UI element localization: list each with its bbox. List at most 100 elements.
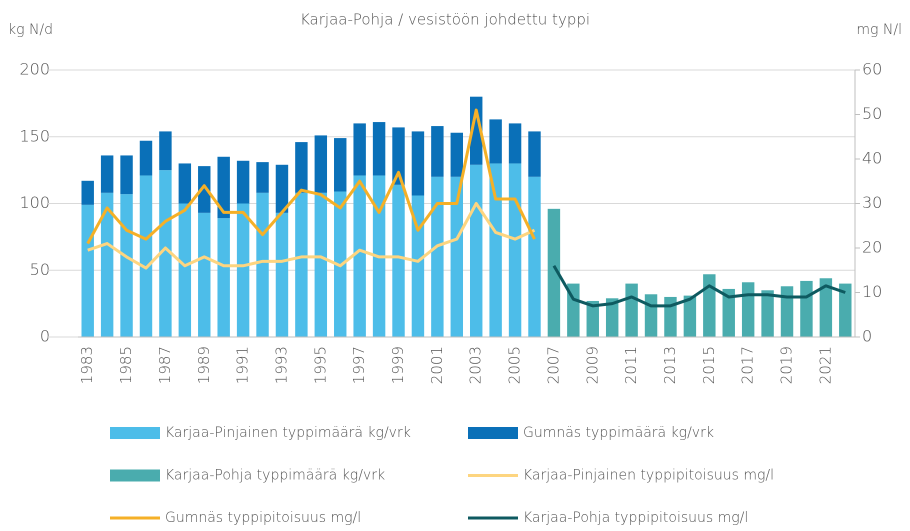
y2-tick-label: 50 <box>862 104 882 123</box>
x-tick-label: 1993 <box>272 346 290 384</box>
bar <box>100 155 114 193</box>
bar <box>120 155 133 195</box>
x-tick-label: 2017 <box>739 346 757 384</box>
bar <box>178 163 192 204</box>
bar <box>392 184 405 337</box>
bar <box>217 156 230 219</box>
x-tick-label: 1989 <box>195 346 213 384</box>
chart-title: Karjaa-Pohja / vesistöön johdettu typpi <box>300 11 590 29</box>
line <box>87 202 536 270</box>
bar <box>198 166 211 213</box>
bar <box>100 192 114 337</box>
x-tick-label: 2019 <box>778 346 796 384</box>
y-tick-label: 50 <box>30 260 50 279</box>
bar <box>644 294 658 337</box>
x-tick-label: 2009 <box>583 346 601 384</box>
bar <box>819 278 833 337</box>
bar <box>139 140 153 176</box>
bar <box>761 290 774 337</box>
bar <box>839 283 852 337</box>
bar <box>139 175 153 337</box>
x-tick-label: 2013 <box>661 346 679 384</box>
line <box>86 108 536 245</box>
line <box>552 265 846 308</box>
bar <box>489 119 502 164</box>
bar <box>741 282 755 337</box>
y2-tick-label: 0 <box>862 327 872 346</box>
x-tick-label: 2007 <box>544 346 562 384</box>
legend-label: Karjaa-Pohja typpimäärä kg/vrk <box>165 468 385 484</box>
bar <box>567 283 580 337</box>
bar <box>353 175 366 337</box>
legend-swatch <box>110 427 160 439</box>
y2-axis-title: mg N/l <box>856 22 902 38</box>
x-tick-label: 2011 <box>622 346 640 384</box>
y2-tick-label: 40 <box>862 149 882 168</box>
y2-tick-label: 60 <box>862 60 882 79</box>
bar <box>81 204 94 337</box>
x-tick-label: 2001 <box>428 346 446 384</box>
legend-label: Karjaa-Pinjainen typpipitoisuus mg/l <box>523 468 774 484</box>
bar <box>683 295 697 337</box>
x-tick-label: 1987 <box>156 346 174 384</box>
x-tick-label: 1985 <box>117 346 135 384</box>
bar <box>489 163 502 337</box>
bar <box>275 164 289 213</box>
y-tick-label: 200 <box>19 60 50 79</box>
bar <box>528 176 541 337</box>
bar <box>334 138 347 192</box>
bar <box>236 160 250 204</box>
y-tick-label: 0 <box>40 327 50 346</box>
x-tick-label: 1991 <box>234 346 252 384</box>
bar <box>431 126 444 177</box>
bar <box>431 176 444 337</box>
bar <box>547 208 561 337</box>
legend-label: Gumnäs typpipitoisuus mg/l <box>165 510 361 526</box>
bar <box>217 218 230 337</box>
x-tick-label: 1999 <box>389 346 407 384</box>
bar <box>198 212 211 337</box>
y-tick-label: 150 <box>19 126 50 145</box>
legend-swatch <box>110 469 160 482</box>
x-tick-label: 2005 <box>506 346 524 384</box>
bar <box>159 170 172 337</box>
bar <box>372 122 386 176</box>
bar <box>703 274 716 337</box>
x-tick-label: 2015 <box>700 346 718 384</box>
y2-tick-label: 30 <box>862 193 882 212</box>
bar <box>314 135 328 193</box>
x-tick-label: 1983 <box>78 346 96 384</box>
bar <box>295 142 308 193</box>
y-tick-label: 100 <box>19 193 50 212</box>
bar <box>722 288 735 337</box>
y2-tick-label: 20 <box>862 238 882 257</box>
bar <box>392 127 405 185</box>
bar <box>236 203 250 337</box>
bar <box>411 131 425 196</box>
bar <box>450 132 464 177</box>
x-tick-label: 2003 <box>467 346 485 384</box>
bar <box>469 96 483 165</box>
legend-swatch <box>468 427 518 439</box>
legend-label: Karjaa-Pohja typpipitoisuus mg/l <box>523 510 748 526</box>
bar <box>120 194 133 337</box>
bar <box>450 176 464 337</box>
bar <box>159 131 172 171</box>
x-tick-label: 1995 <box>311 346 329 384</box>
bar <box>625 283 638 337</box>
bar <box>256 162 269 193</box>
bar <box>411 195 425 337</box>
bar <box>528 131 541 177</box>
bar <box>605 298 619 337</box>
bar <box>178 203 192 337</box>
legend-label: Gumnäs typpimäärä kg/vrk <box>523 425 714 441</box>
x-tick-label: 1997 <box>350 346 368 384</box>
bar <box>586 300 599 337</box>
y-axis-title: kg N/d <box>8 22 53 38</box>
bar <box>508 123 522 164</box>
bar <box>469 164 483 337</box>
bar <box>508 163 522 337</box>
bar <box>295 192 308 337</box>
bar <box>314 192 328 337</box>
